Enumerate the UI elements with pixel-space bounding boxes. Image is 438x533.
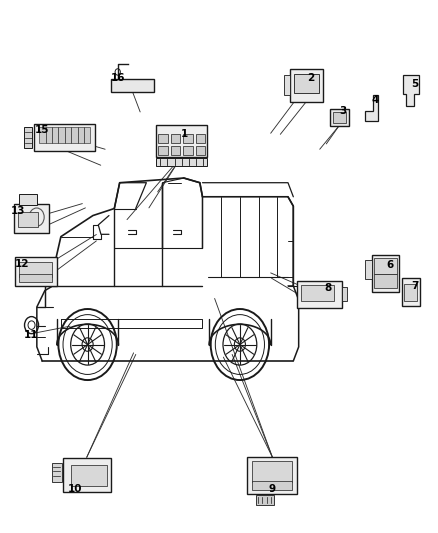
FancyBboxPatch shape <box>333 111 346 123</box>
FancyBboxPatch shape <box>196 146 205 155</box>
FancyBboxPatch shape <box>252 481 293 490</box>
FancyBboxPatch shape <box>297 281 342 308</box>
FancyBboxPatch shape <box>19 273 53 282</box>
FancyBboxPatch shape <box>247 457 297 494</box>
FancyBboxPatch shape <box>171 146 180 155</box>
FancyBboxPatch shape <box>63 458 111 492</box>
Text: 8: 8 <box>324 283 331 293</box>
Text: 6: 6 <box>386 261 393 270</box>
FancyBboxPatch shape <box>24 127 32 148</box>
Polygon shape <box>365 95 378 121</box>
FancyBboxPatch shape <box>374 259 397 274</box>
Text: 5: 5 <box>412 79 419 89</box>
Text: 4: 4 <box>371 95 378 105</box>
FancyBboxPatch shape <box>196 134 205 142</box>
FancyBboxPatch shape <box>46 127 52 142</box>
Text: 1: 1 <box>181 130 188 139</box>
Text: 2: 2 <box>307 74 314 83</box>
FancyBboxPatch shape <box>14 204 49 233</box>
FancyBboxPatch shape <box>34 124 95 151</box>
FancyBboxPatch shape <box>84 127 91 142</box>
FancyBboxPatch shape <box>65 127 71 142</box>
FancyBboxPatch shape <box>171 134 180 142</box>
FancyBboxPatch shape <box>19 262 53 277</box>
FancyBboxPatch shape <box>71 465 107 486</box>
Text: 3: 3 <box>340 107 347 116</box>
FancyBboxPatch shape <box>39 127 46 142</box>
FancyBboxPatch shape <box>256 495 274 505</box>
FancyBboxPatch shape <box>158 146 167 155</box>
FancyBboxPatch shape <box>290 69 323 102</box>
FancyBboxPatch shape <box>365 260 372 279</box>
FancyBboxPatch shape <box>19 194 37 205</box>
FancyBboxPatch shape <box>158 134 167 142</box>
FancyBboxPatch shape <box>294 74 319 93</box>
FancyBboxPatch shape <box>184 134 193 142</box>
Polygon shape <box>403 75 419 106</box>
FancyBboxPatch shape <box>15 257 57 286</box>
Text: 11: 11 <box>24 330 39 340</box>
Text: 7: 7 <box>412 281 419 290</box>
Text: 15: 15 <box>35 125 49 135</box>
FancyBboxPatch shape <box>300 285 335 301</box>
FancyBboxPatch shape <box>52 127 58 142</box>
FancyBboxPatch shape <box>58 127 65 142</box>
Text: 13: 13 <box>11 206 26 216</box>
FancyBboxPatch shape <box>52 463 62 482</box>
FancyBboxPatch shape <box>156 125 208 157</box>
FancyBboxPatch shape <box>284 75 290 95</box>
Text: 12: 12 <box>14 260 29 269</box>
FancyBboxPatch shape <box>184 146 193 155</box>
Text: 16: 16 <box>111 73 126 83</box>
FancyBboxPatch shape <box>111 79 153 92</box>
FancyBboxPatch shape <box>372 255 399 292</box>
FancyBboxPatch shape <box>374 274 397 288</box>
FancyBboxPatch shape <box>252 461 293 482</box>
FancyBboxPatch shape <box>402 278 420 306</box>
Text: 9: 9 <box>269 484 276 494</box>
FancyBboxPatch shape <box>156 158 208 166</box>
Text: 10: 10 <box>68 484 83 494</box>
FancyBboxPatch shape <box>330 109 349 126</box>
FancyBboxPatch shape <box>71 127 78 142</box>
FancyBboxPatch shape <box>18 213 38 228</box>
FancyBboxPatch shape <box>78 127 84 142</box>
FancyBboxPatch shape <box>342 287 347 301</box>
FancyBboxPatch shape <box>404 284 417 301</box>
